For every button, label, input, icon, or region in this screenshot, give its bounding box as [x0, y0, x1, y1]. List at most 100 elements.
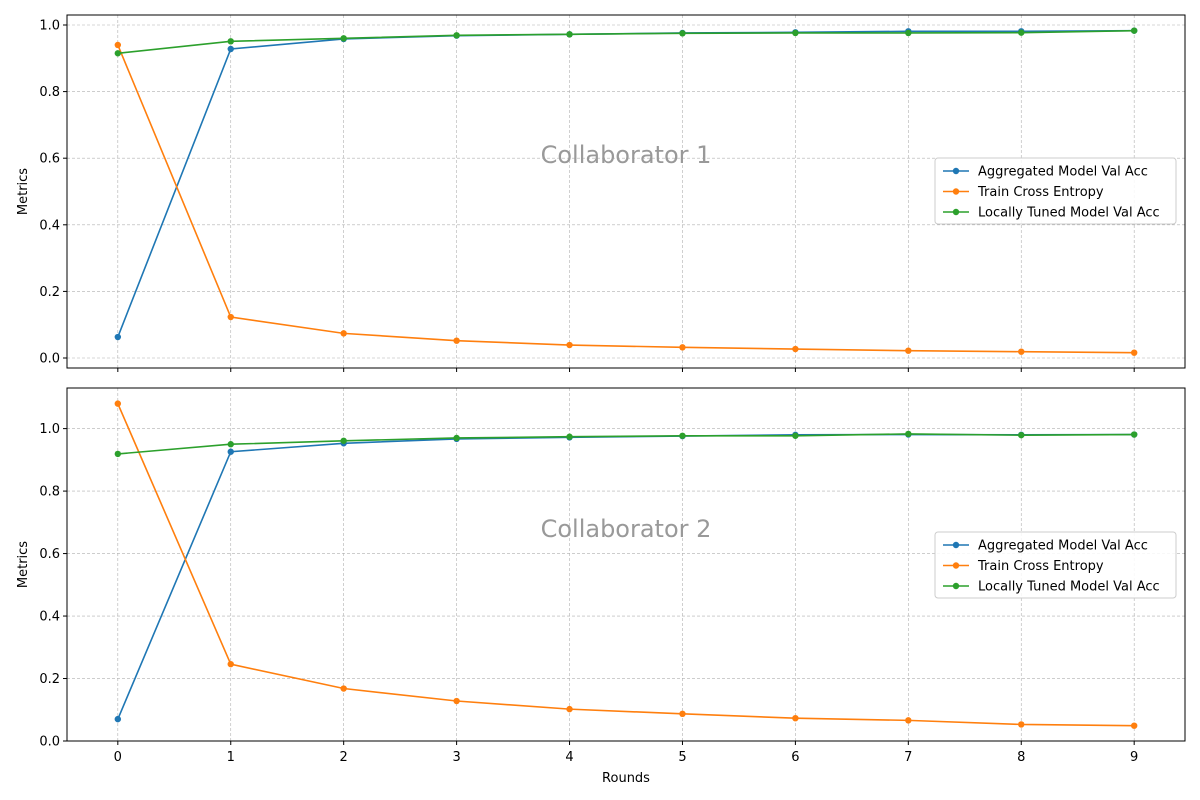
data-point [114, 41, 122, 49]
x-tick-label: 2 [340, 750, 348, 765]
legend-marker [952, 188, 960, 195]
data-point [679, 710, 686, 718]
data-point [905, 29, 912, 37]
data-point [340, 330, 347, 337]
legend-marker [952, 582, 960, 590]
legend-label: Aggregated Model Val Acc [978, 165, 1148, 180]
series-line [117, 29, 1135, 55]
y-tick-label: 0.8 [39, 85, 60, 100]
data-point [1130, 27, 1138, 34]
data-point [227, 45, 234, 53]
legend-marker [952, 541, 960, 549]
legend-marker [952, 208, 960, 216]
y-tick-label: 0.2 [39, 285, 60, 300]
data-point [227, 38, 234, 45]
legend: Aggregated Model Val Acc Train Cross Entr… [934, 157, 1177, 225]
data-point [114, 450, 122, 458]
data-point [905, 717, 912, 724]
legend-label: Train Cross Entropy [977, 185, 1104, 200]
x-tick-label: 7 [904, 750, 912, 765]
data-point [453, 697, 460, 705]
data-point [679, 432, 686, 439]
y-tick-label: 0.0 [39, 352, 60, 367]
x-tick-label: 9 [1130, 750, 1138, 765]
legend-marker [952, 167, 960, 175]
x-tick-label: 1 [227, 750, 235, 765]
data-point [792, 714, 799, 722]
data-point [679, 30, 686, 37]
legend-label: Aggregated Model Val Acc [978, 539, 1148, 554]
data-point [1130, 722, 1138, 729]
y-tick-label: 1.0 [39, 422, 60, 437]
data-point [679, 344, 686, 351]
y-tick-label: 0.4 [39, 610, 60, 625]
data-point [340, 437, 347, 444]
data-point [566, 31, 573, 38]
y-tick-label: 0.8 [39, 485, 60, 500]
y-tick-label: 0.6 [39, 547, 60, 562]
legend: Aggregated Model Val Acc Train Cross Entr… [934, 531, 1177, 599]
data-point [227, 441, 234, 448]
series-2 [114, 41, 1138, 356]
y-tick-label: 0.0 [39, 735, 60, 750]
data-point [1018, 721, 1025, 728]
legend-label: Train Cross Entropy [977, 559, 1104, 574]
chart-panel-2: 0.0 0.2 0.4 0.6 0.8 1.0 0 1 2 3 4 5 6 7 8 9 Metrics Round… [16, 387, 1186, 786]
y-axis-label: Metrics [16, 168, 31, 215]
legend-box [934, 531, 1177, 599]
data-point [114, 715, 122, 723]
legend-label: Locally Tuned Model Val Acc [978, 206, 1160, 221]
data-point [114, 400, 122, 407]
series-2 [114, 400, 1138, 729]
data-point [340, 35, 347, 42]
data-point [227, 313, 234, 321]
x-tick-label: 3 [452, 750, 460, 765]
series-line [117, 433, 1135, 455]
data-point [1018, 348, 1025, 355]
data-point [792, 432, 799, 439]
series-line [117, 44, 1135, 354]
data-point [1018, 29, 1025, 36]
panel-annotation: Collaborator 1 [541, 141, 712, 169]
axes-frame [66, 14, 1186, 369]
x-tick-label: 8 [1017, 750, 1025, 765]
data-point [792, 29, 799, 37]
axes-frame [66, 387, 1186, 742]
x-tick-label: 4 [565, 750, 573, 765]
data-point [453, 32, 460, 39]
panel-annotation: Collaborator 2 [541, 515, 712, 543]
chart-panel-1: 0.0 0.2 0.4 0.6 0.8 1.0 Metrics Collaborator 1 A… [16, 14, 1186, 372]
series-3 [114, 27, 1138, 57]
data-point [227, 660, 234, 668]
y-tick-label: 0.2 [39, 672, 60, 687]
data-point [114, 50, 122, 57]
series-line [117, 403, 1135, 727]
legend-box [934, 157, 1177, 225]
y-tick-label: 0.6 [39, 152, 60, 167]
data-point [905, 347, 912, 354]
data-point [792, 345, 799, 353]
data-point [566, 433, 573, 440]
data-point [566, 341, 573, 349]
data-point [227, 448, 234, 455]
data-point [453, 337, 460, 344]
data-point [340, 685, 347, 692]
y-tick-label: 0.4 [39, 218, 60, 233]
data-point [1018, 431, 1025, 439]
data-point [1130, 349, 1138, 356]
data-point [114, 333, 122, 341]
data-point [453, 434, 460, 442]
data-point [566, 705, 573, 713]
y-tick-label: 1.0 [39, 18, 60, 33]
data-point [1130, 431, 1138, 438]
x-tick-label: 5 [678, 750, 686, 765]
y-axis-label: Metrics [16, 541, 31, 588]
data-point [905, 430, 912, 438]
legend-marker [952, 562, 960, 569]
x-axis-label: Rounds [602, 771, 650, 786]
x-tick-label: 0 [114, 750, 122, 765]
x-tick-label: 6 [791, 750, 799, 765]
legend-label: Locally Tuned Model Val Acc [978, 580, 1160, 595]
